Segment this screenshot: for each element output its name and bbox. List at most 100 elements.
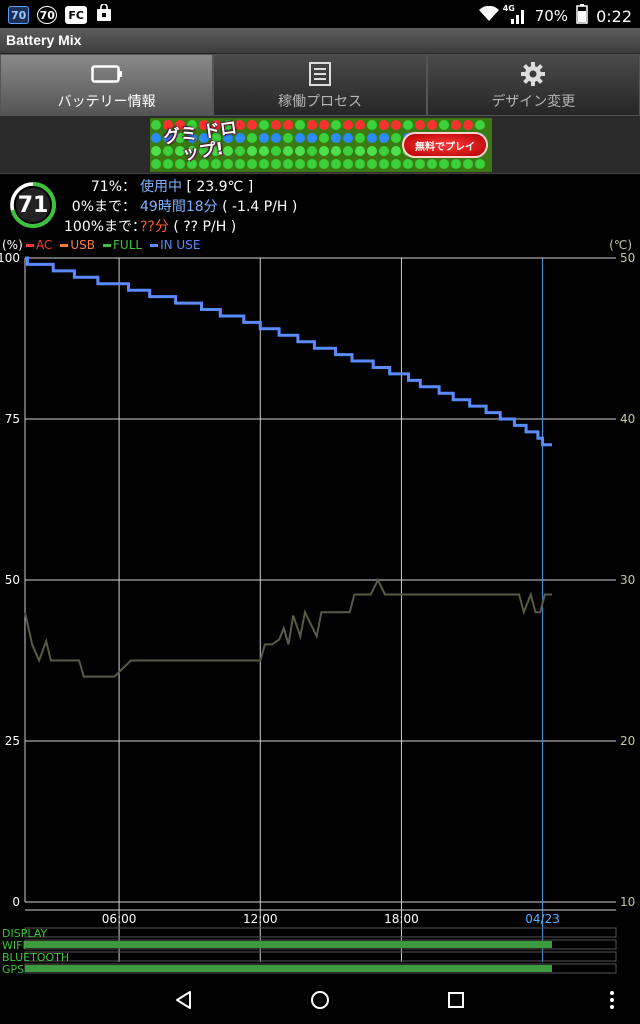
gem — [235, 158, 245, 169]
usage-bar-label: GPS — [2, 963, 24, 976]
gem — [379, 158, 389, 169]
y-tick-label-left: 50 — [5, 573, 20, 587]
gem — [319, 119, 329, 130]
ad-banner[interactable]: グミ ドロップ! 無料でプレイ — [150, 118, 492, 172]
gem — [223, 132, 233, 143]
ad-area: グミ ドロップ! 無料でプレイ — [0, 116, 640, 174]
gem — [463, 158, 473, 169]
gem — [259, 145, 269, 156]
tab-design-label: デザイン変更 — [491, 93, 576, 110]
gem — [283, 119, 293, 130]
tab-design[interactable]: デザイン変更 — [426, 54, 640, 116]
gem — [367, 132, 377, 143]
gem — [451, 119, 461, 130]
gem — [163, 119, 173, 130]
gem — [295, 132, 305, 143]
gem — [379, 145, 389, 156]
ad-play-button[interactable]: 無料でプレイ — [402, 132, 488, 158]
gem — [187, 158, 197, 169]
time-to-empty-value: 49時間18分 — [140, 199, 218, 215]
gem — [319, 132, 329, 143]
wifi-icon — [478, 5, 499, 26]
gem — [427, 119, 437, 130]
gem — [247, 119, 257, 130]
chart-legend: (%) AC USB FULL IN USE (℃) — [0, 238, 640, 254]
gem — [343, 158, 353, 169]
gem — [355, 145, 365, 156]
fc-app-icon: FC — [65, 6, 87, 24]
gem — [259, 119, 269, 130]
status-row: 71%： 使用中 [ 23.9℃ ] — [64, 176, 253, 196]
usage-bar-fill — [25, 941, 552, 948]
overflow-menu-icon[interactable] — [592, 986, 632, 1014]
gem — [211, 158, 221, 169]
x-tick-label: 06:00 — [102, 912, 137, 926]
gem — [235, 132, 245, 143]
gem — [379, 132, 389, 143]
y-axis-right-unit: (℃) — [609, 238, 632, 252]
time-to-full-key: 100%まで： — [64, 219, 147, 235]
status-row-key: 71%： — [90, 179, 136, 195]
gem — [211, 145, 221, 156]
shopping-bag-icon — [95, 3, 113, 26]
gem — [367, 158, 377, 169]
gem — [199, 119, 209, 130]
usage-bar-track — [24, 927, 617, 938]
time-to-empty-key: 0%まで： — [71, 199, 136, 215]
gem — [151, 145, 161, 156]
gem — [391, 132, 401, 143]
legend-item-full: FULL — [103, 238, 142, 252]
recents-icon[interactable] — [436, 986, 476, 1014]
legend-swatch — [103, 243, 112, 247]
gem — [175, 119, 185, 130]
gem — [355, 158, 365, 169]
gem — [391, 145, 401, 156]
tab-battery-info[interactable]: バッテリー情報 — [0, 54, 214, 116]
gem — [355, 132, 365, 143]
gem — [391, 158, 401, 169]
gem — [331, 132, 341, 143]
back-icon[interactable] — [164, 986, 204, 1014]
gem — [427, 158, 437, 169]
gem — [367, 145, 377, 156]
gem — [307, 132, 317, 143]
y-tick-label-right: 20 — [620, 734, 635, 748]
y-tick-label-right: 10 — [620, 895, 635, 909]
gem — [199, 158, 209, 169]
battery-summary: 71 71%： 使用中 [ 23.9℃ ] 0%まで： 49時間18分 ( -1.4… — [0, 174, 640, 236]
gem — [211, 119, 221, 130]
charge-rate: ( ?? P/H ) — [173, 219, 237, 235]
gem — [331, 145, 341, 156]
status-value: 使用中 — [140, 179, 182, 195]
gem — [475, 119, 485, 130]
gem — [283, 132, 293, 143]
legend-label: IN USE — [160, 238, 201, 252]
gem — [163, 132, 173, 143]
y-tick-label-right: 40 — [620, 412, 635, 426]
usage-bar-track — [24, 951, 617, 962]
usage-bar-label: WIFI — [2, 939, 26, 952]
gem — [175, 132, 185, 143]
temperature-line — [24, 577, 552, 678]
tab-processes[interactable]: 稼働プロセス — [213, 54, 427, 116]
gem — [187, 132, 197, 143]
gem — [175, 145, 185, 156]
battery-level-number: 71 — [17, 192, 49, 218]
gem — [247, 158, 257, 169]
gem — [199, 132, 209, 143]
list-icon — [308, 60, 331, 88]
cell-signal-icon: 4G — [503, 4, 527, 25]
gem — [415, 119, 425, 130]
y-tick-label-left: 25 — [5, 734, 20, 748]
gem — [163, 145, 173, 156]
gem — [151, 158, 161, 169]
home-icon[interactable] — [300, 986, 340, 1014]
gem — [271, 158, 281, 169]
battery-history-chart[interactable]: 0 10 25 20 50 30 75 40 100 50 06:00 12:00 18:00 04/23… — [0, 250, 640, 980]
gem — [439, 119, 449, 130]
app-title: Battery Mix — [6, 32, 82, 48]
status-bar-notifications: 70 70 FC — [8, 3, 113, 26]
legend-item-ac: AC — [26, 238, 52, 252]
y-tick-label-right: 50 — [620, 251, 635, 265]
gem — [151, 132, 161, 143]
